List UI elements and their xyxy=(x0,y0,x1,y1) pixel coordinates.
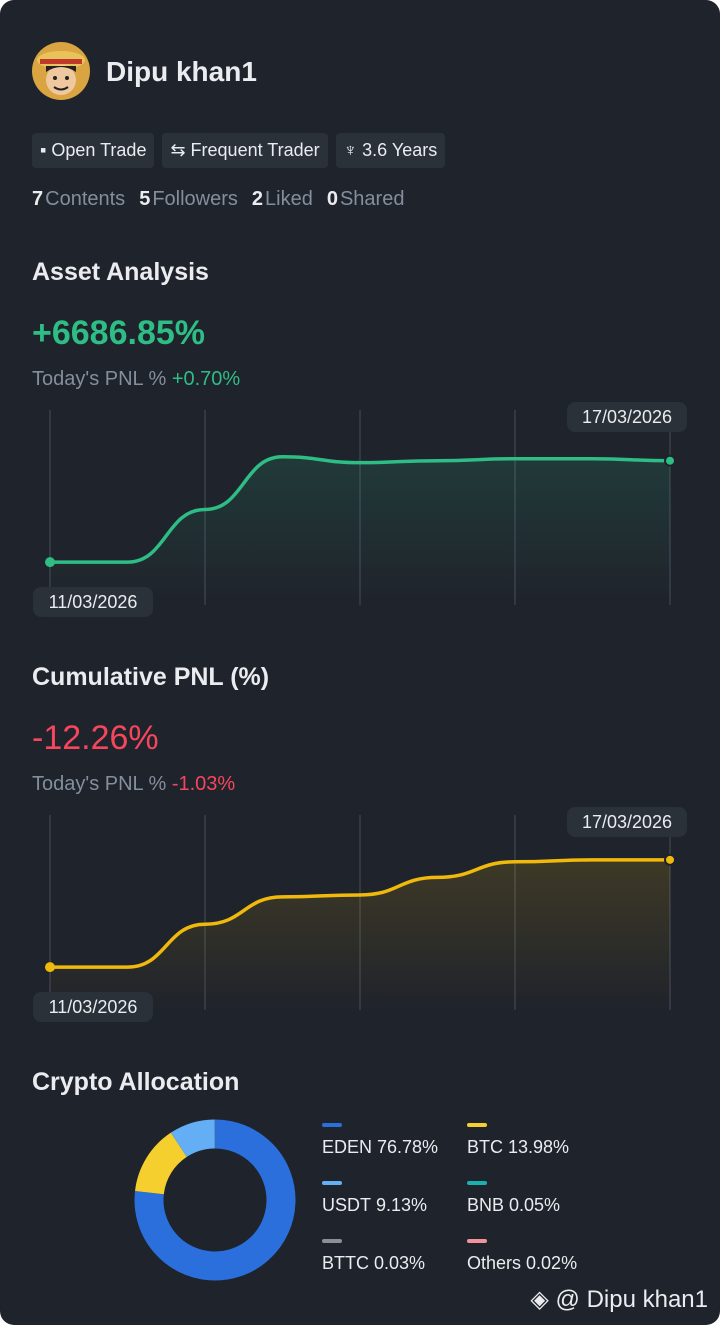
stat: 2 Liked xyxy=(252,188,313,210)
badge: ⇆ Frequent Trader xyxy=(162,133,328,168)
legend-value: 0.03% xyxy=(374,1253,425,1273)
stat-count: 7 xyxy=(32,188,44,210)
user-name: Dipu khan1 xyxy=(106,56,257,87)
legend-swatch xyxy=(322,1123,342,1127)
legend-name: Others xyxy=(467,1253,521,1273)
badge: ▪ Open Trade xyxy=(32,133,155,168)
total-pnl: +6686.85% xyxy=(32,314,205,352)
end-point xyxy=(664,454,676,467)
stats: 7 Contents 5 Followers 2 Liked 0 Shared xyxy=(32,188,418,211)
stat: 5 Followers xyxy=(139,188,238,210)
donut-segment xyxy=(170,1119,216,1158)
today-pnl: Today's PNL % -1.03% xyxy=(32,773,235,796)
watermark: ◈ @ Dipu khan1 xyxy=(530,1286,708,1313)
badges: ▪ Open Trade ⇆ Frequent Trader ♆ 3.6 Years xyxy=(32,133,453,168)
legend-swatch xyxy=(467,1239,487,1243)
legend-entry: BTC 13.98% xyxy=(467,1137,569,1157)
line xyxy=(50,858,670,969)
total-pnl: -12.26% xyxy=(32,719,159,757)
line xyxy=(50,455,671,564)
legend-swatch xyxy=(467,1181,487,1185)
stat-count: 5 xyxy=(139,188,151,210)
stat-label: Followers xyxy=(152,188,238,210)
section-title: Crypto Allocation xyxy=(32,1068,240,1096)
end-date: 17/03/2026 xyxy=(582,407,672,427)
legend-entry: USDT 9.13% xyxy=(322,1195,427,1215)
allocation-chart: EDEN 76.78% BTC 13.98% USDT 9.13% BNB 0.05% BTTC… xyxy=(134,1119,577,1281)
asset-chart: 11/03/2026 17/03/2026 xyxy=(33,402,687,617)
badge-text: 3.6 Years xyxy=(362,140,438,160)
legend-name: USDT xyxy=(322,1195,371,1215)
legend-entry: Others 0.02% xyxy=(467,1253,577,1273)
badge: ♆ 3.6 Years xyxy=(335,133,446,168)
legend-swatch xyxy=(467,1123,487,1127)
date-pill xyxy=(33,587,153,617)
legend-value: 0.05% xyxy=(509,1195,560,1215)
avatar[interactable] xyxy=(32,42,90,100)
legend-name: BNB xyxy=(467,1195,504,1215)
start-date: 11/03/2026 xyxy=(49,592,138,612)
badge-text: Frequent Trader xyxy=(190,140,320,160)
value: -1.03% xyxy=(171,773,236,795)
label: Today's PNL % xyxy=(32,368,167,390)
legend-value: 76.78% xyxy=(377,1137,438,1157)
date-pill xyxy=(567,402,687,432)
legend-name: EDEN xyxy=(322,1137,372,1157)
start-point xyxy=(45,557,55,568)
end-point xyxy=(664,853,676,866)
legend-entry: BTTC 0.03% xyxy=(322,1253,425,1273)
section-title: Cumulative PNL (%) xyxy=(32,663,270,691)
donut-segment xyxy=(134,1119,296,1281)
date-pill xyxy=(33,992,153,1022)
pnl-chart: 11/03/2026 17/03/2026 xyxy=(33,807,687,1022)
start-date: 11/03/2026 xyxy=(49,997,138,1017)
legend-entry: BNB 0.05% xyxy=(467,1195,560,1215)
legend-name: BTTC xyxy=(322,1253,369,1273)
area xyxy=(50,456,670,605)
legend-entry: EDEN 76.78% xyxy=(322,1137,438,1157)
section-title: Asset Analysis xyxy=(32,258,209,286)
legend-value: 0.02% xyxy=(526,1253,577,1273)
watermark-text: @ Dipu khan1 xyxy=(555,1286,708,1313)
legend-swatch xyxy=(322,1239,342,1243)
stat-count: 0 xyxy=(326,188,338,210)
value: +0.70% xyxy=(171,368,241,390)
date-pill xyxy=(567,807,687,837)
legend-value: 9.13% xyxy=(376,1195,427,1215)
stat-count: 2 xyxy=(251,188,264,210)
legend-swatch xyxy=(322,1181,342,1185)
stat: 7 Contents xyxy=(32,188,125,210)
badge-text: Open Trade xyxy=(51,140,147,160)
start-point xyxy=(45,962,55,973)
stat-label: Liked xyxy=(265,188,313,210)
area xyxy=(50,859,670,1010)
stat-label: Contents xyxy=(45,188,126,210)
stat-label: Shared xyxy=(339,188,405,210)
end-date: 17/03/2026 xyxy=(582,812,672,832)
donut-segment xyxy=(135,1132,188,1195)
today-pnl: Today's PNL % +0.70% xyxy=(32,368,240,391)
legend-value: 13.98% xyxy=(508,1137,569,1157)
stat: 0 Shared xyxy=(327,188,405,210)
legend-name: BTC xyxy=(467,1137,503,1157)
label: Today's PNL % xyxy=(32,773,167,795)
